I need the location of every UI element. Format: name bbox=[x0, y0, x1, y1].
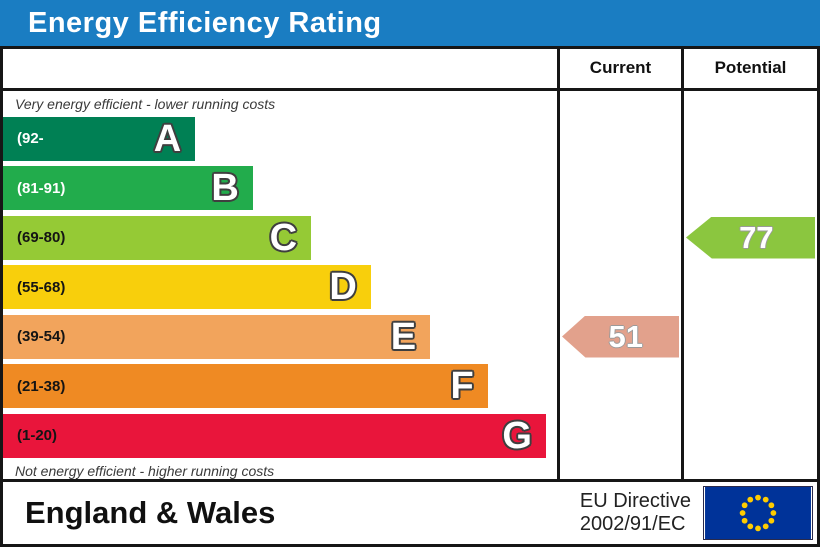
band-bar-f: (21-38) F bbox=[3, 364, 488, 408]
band-row-f: (21-38) F bbox=[3, 364, 557, 408]
band-row-b: (81-91) B bbox=[3, 166, 557, 210]
eu-flag-icon bbox=[703, 486, 813, 540]
band-bar-c: (69-80) C bbox=[3, 215, 312, 260]
band-range-label: (69-80) bbox=[17, 229, 66, 246]
band-chart-area: Very energy efficient - lower running co… bbox=[3, 91, 557, 479]
potential-column-header: Potential bbox=[681, 49, 817, 88]
band-range-label: (39-54) bbox=[17, 328, 66, 345]
band-letter: D bbox=[329, 266, 357, 308]
band-letter: A bbox=[153, 117, 182, 160]
band-range-label: (81-91) bbox=[17, 179, 66, 197]
table-header-row: Current Potential bbox=[3, 49, 817, 91]
top-note: Very energy efficient - lower running co… bbox=[15, 95, 276, 112]
band-row-a: (92- A bbox=[3, 116, 557, 161]
eu-directive-label: EU Directive 2002/91/EC bbox=[580, 490, 691, 536]
current-rating-column: 51 bbox=[557, 90, 681, 479]
eu-directive-line2: 2002/91/EC bbox=[579, 513, 686, 535]
band-range-label: (21-38) bbox=[17, 377, 66, 395]
band-letter: C bbox=[269, 216, 298, 259]
title-bar: Energy Efficiency Rating bbox=[0, 0, 820, 46]
potential-rating-column: 77 bbox=[681, 90, 817, 479]
chart-header-cell bbox=[3, 49, 557, 88]
band-range-label: (92- bbox=[17, 130, 44, 147]
band-letter: B bbox=[211, 167, 239, 209]
band-bar-d: (55-68) D bbox=[3, 265, 371, 309]
table-body-row: Very energy efficient - lower running co… bbox=[3, 90, 817, 479]
current-rating-arrow: 51 bbox=[562, 315, 679, 358]
eu-directive-line1: EU Directive bbox=[579, 490, 691, 512]
band-bar-a: (92- A bbox=[3, 116, 196, 161]
band-row-g: (1-20) G bbox=[3, 413, 557, 458]
bands-container: (92- A (81-91) B (69-80) C (55-68) D (39-54) E (21… bbox=[3, 116, 557, 464]
rating-table: Current Potential Very energy efficient … bbox=[0, 46, 820, 482]
region-label: England & Wales bbox=[25, 495, 276, 530]
current-rating-value: 51 bbox=[608, 318, 643, 354]
current-column-header: Current bbox=[557, 49, 681, 88]
band-letter: E bbox=[390, 315, 417, 358]
band-bar-g: (1-20) G bbox=[3, 413, 546, 458]
potential-rating-value: 77 bbox=[739, 219, 774, 255]
band-range-label: (1-20) bbox=[17, 427, 58, 444]
footer-bar: England & Wales EU Directive 2002/91/EC bbox=[0, 482, 820, 547]
band-bar-e: (39-54) E bbox=[3, 314, 431, 359]
band-range-label: (55-68) bbox=[17, 278, 66, 296]
band-letter: F bbox=[450, 365, 474, 407]
band-letter: G bbox=[502, 414, 532, 457]
band-row-d: (55-68) D bbox=[3, 265, 557, 309]
band-row-c: (69-80) C bbox=[3, 215, 557, 260]
band-row-e: (39-54) E bbox=[3, 314, 557, 359]
band-bar-b: (81-91) B bbox=[3, 166, 253, 210]
page-title: Energy Efficiency Rating bbox=[28, 6, 382, 39]
bottom-note: Not energy efficient - higher running co… bbox=[15, 463, 275, 479]
potential-rating-arrow: 77 bbox=[686, 216, 815, 259]
